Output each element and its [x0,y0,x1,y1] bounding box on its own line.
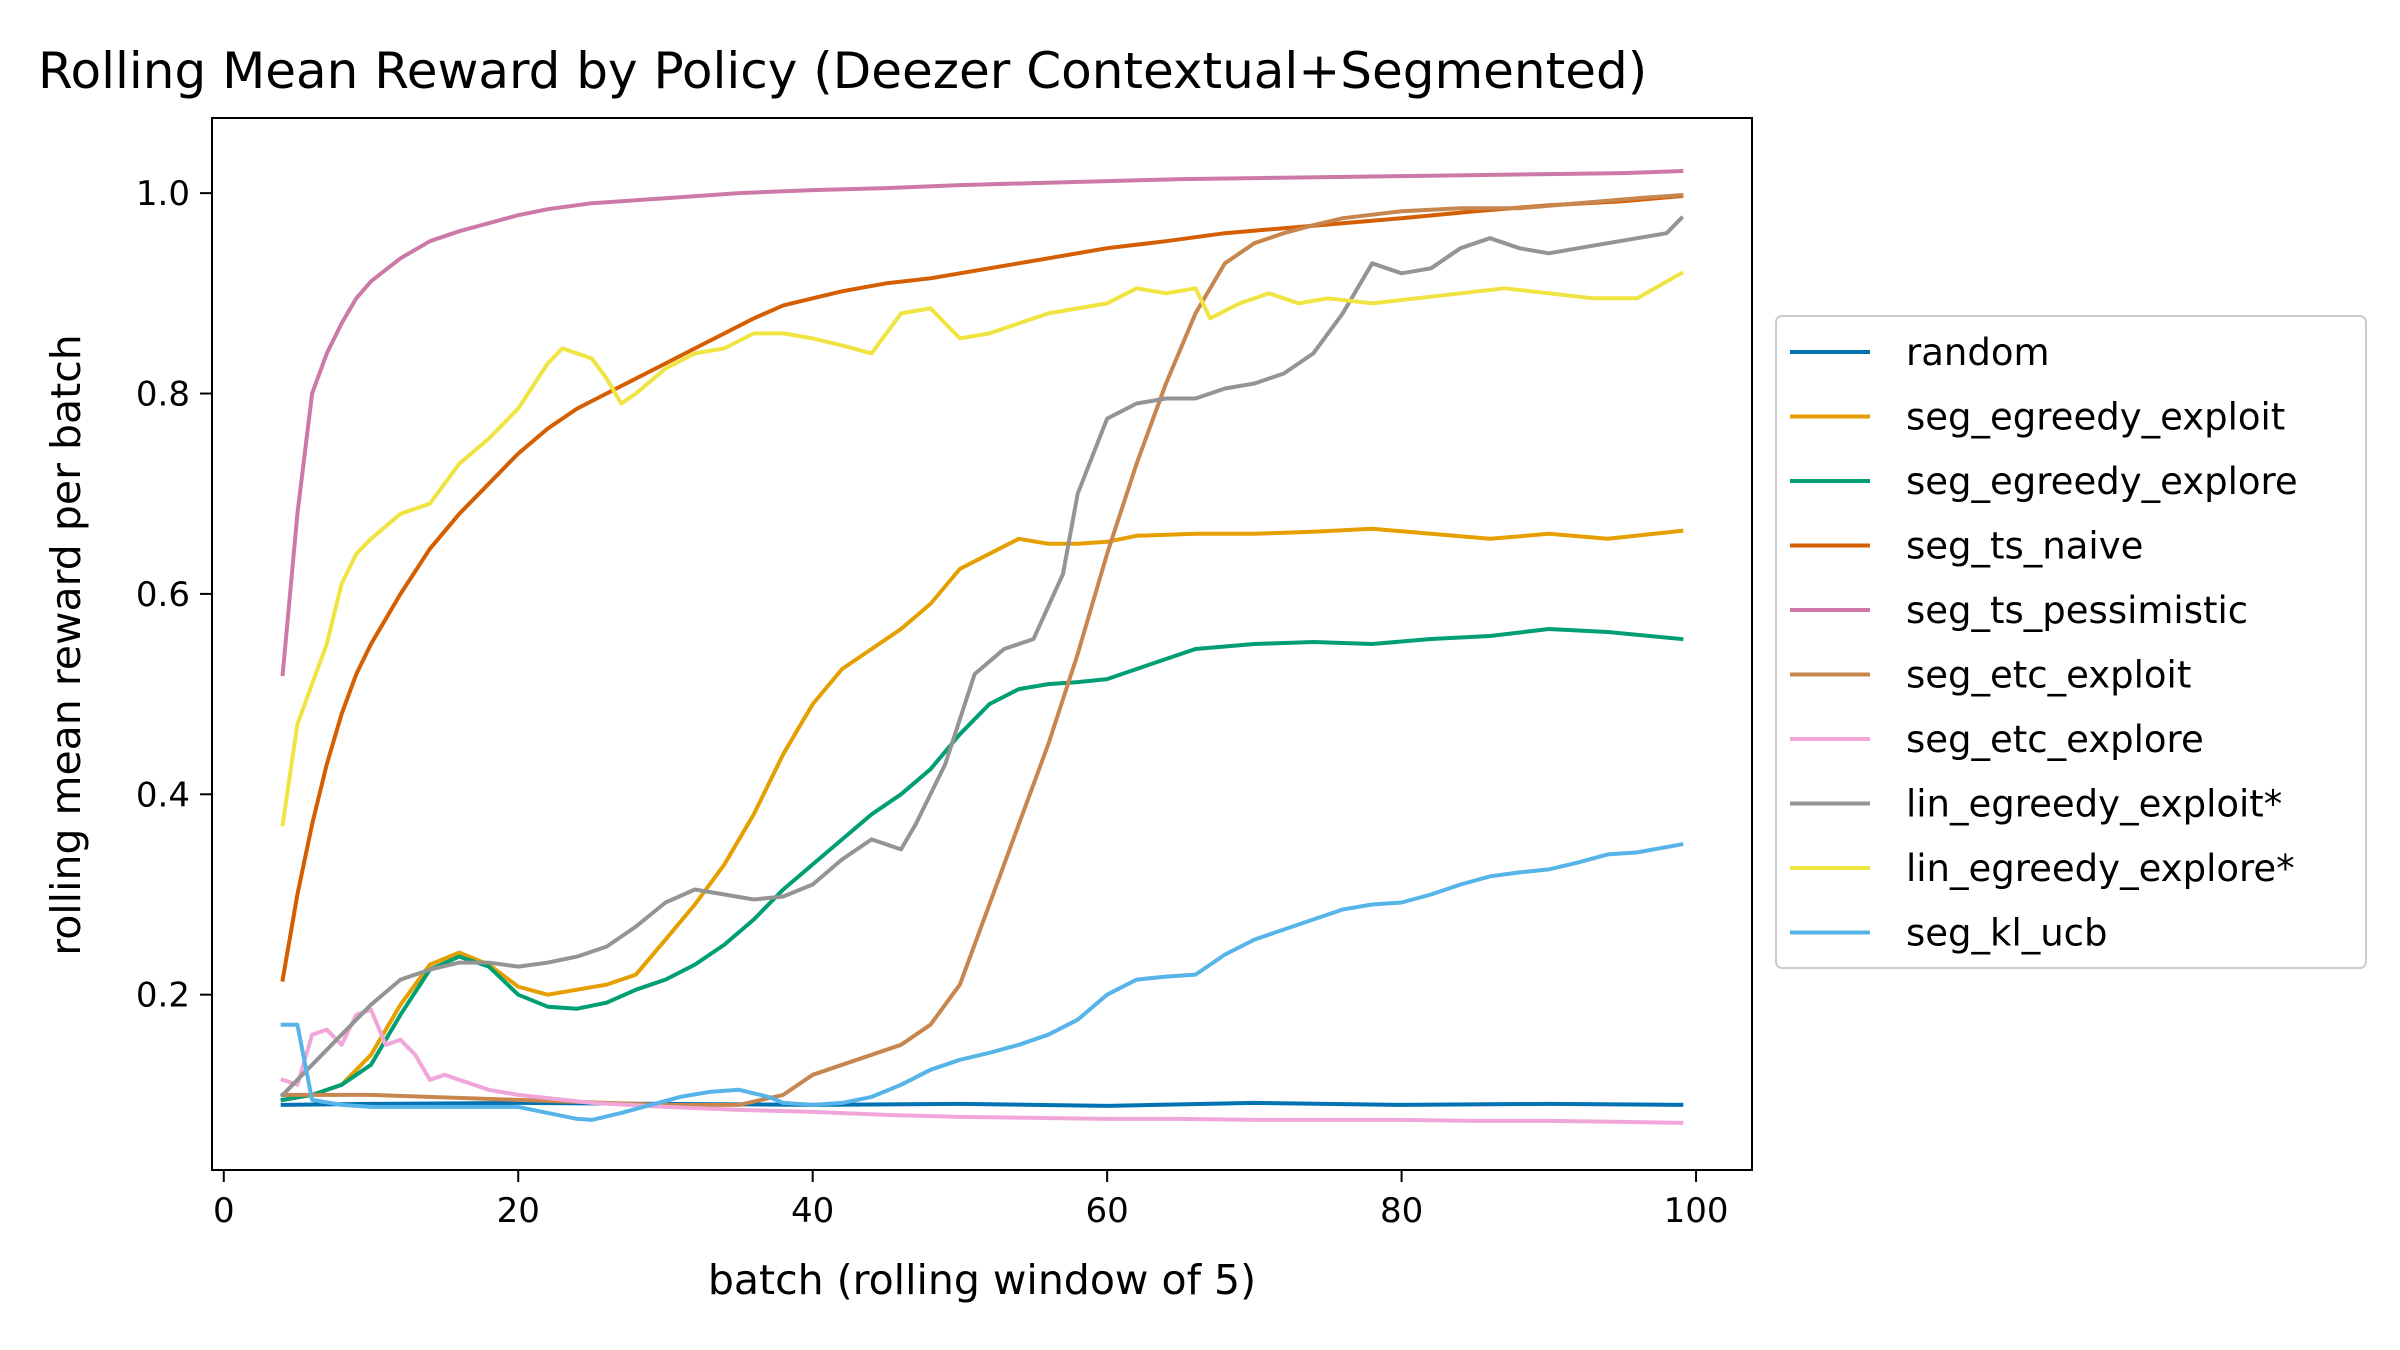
series-line-random [280,1100,1684,1108]
x-tick-label: 100 [1664,1191,1729,1231]
legend-label: seg_etc_explore [1906,718,2204,761]
x-tick-label: 40 [791,1191,834,1231]
y-tick-label: 0.8 [136,375,190,415]
legend-label: seg_egreedy_explore [1906,460,2298,503]
series-line-lin-egreedy-exploit [279,215,1685,1098]
x-axis-label: batch (rolling window of 5) [708,1256,1256,1304]
y-tick-label: 1.0 [136,174,190,214]
y-tick-label: 0.6 [136,575,190,615]
legend-box [1775,315,2367,969]
series-line-seg-egreedy-exploit [280,526,1684,1103]
x-tick-label: 80 [1380,1191,1423,1231]
legend-label: lin_egreedy_explore* [1906,847,2295,890]
legend: random seg_egreedy_exploit seg_egreedy_exp… [1775,315,2367,969]
y-tick-label: 0.4 [136,775,190,815]
series-line-lin-egreedy-explore [280,270,1685,827]
legend-label: seg_ts_naive [1906,525,2143,568]
legend-label: seg_kl_ucb [1906,912,2108,955]
series-line-seg-etc-explore [280,1007,1684,1125]
legend-label: lin_egreedy_exploit* [1906,783,2282,826]
chart-title: Rolling Mean Reward by Policy (Deezer Co… [38,42,1647,100]
series-line-seg-ts-pessimistic [280,169,1684,677]
plot-area: 0 20 40 60 80 100 0.2 0.4 0.6 0.8 1.0 [136,117,1753,1231]
plot-frame [211,117,1753,1171]
legend-label: seg_egreedy_exploit [1906,396,2285,439]
y-tick-label: 0.2 [136,976,190,1016]
legend-label: seg_etc_exploit [1906,654,2191,697]
series-line-seg-egreedy-explore [280,627,1684,1103]
legend-label: seg_ts_pessimistic [1906,589,2248,632]
series-lines [279,169,1685,1125]
series-line-seg-etc-exploit [280,192,1684,1107]
x-tick-label: 60 [1086,1191,1129,1231]
series-line-seg-ts-naive [280,193,1684,982]
y-axis-label: rolling mean reward per batch [42,334,90,956]
series-line-seg-kl-ucb [280,842,1684,1122]
x-tick-label: 20 [497,1191,540,1231]
legend-label: random [1906,331,2050,374]
x-tick-label: 0 [213,1191,235,1231]
